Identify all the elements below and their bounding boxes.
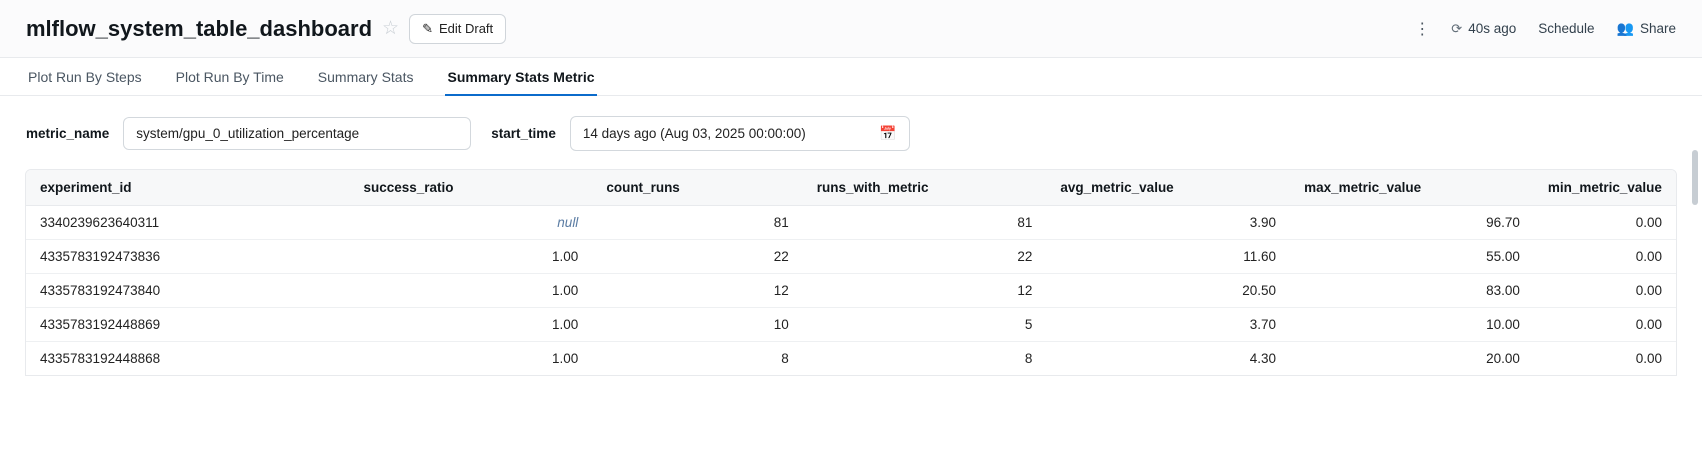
table-cell: 4335783192448869 (26, 308, 349, 342)
share-icon: 👥 (1617, 20, 1634, 37)
tab-plot-run-by-time[interactable]: Plot Run By Time (174, 58, 286, 95)
schedule-label: Schedule (1538, 21, 1594, 36)
table-header-row: experiment_id success_ratio count_runs r… (26, 170, 1676, 206)
table-cell: null (349, 206, 592, 240)
metric-name-filter-group: metric_name system/gpu_0_utilization_per… (26, 117, 471, 150)
header-right-group: ⋮ ⟳ 40s ago Schedule 👥 Share (1414, 19, 1676, 39)
edit-draft-label: Edit Draft (439, 21, 493, 36)
column-header-experiment-id[interactable]: experiment_id (26, 170, 349, 206)
schedule-button[interactable]: Schedule (1538, 21, 1594, 36)
calendar-icon[interactable]: 📅 (879, 125, 896, 142)
table-cell: 4335783192473836 (26, 240, 349, 274)
refresh-status[interactable]: ⟳ 40s ago (1451, 21, 1516, 37)
table-cell: 11.60 (1046, 240, 1290, 274)
start-time-label: start_time (491, 126, 556, 141)
table-cell: 4335783192473840 (26, 274, 349, 308)
table-row[interactable]: 4335783192448869 1.00 10 5 3.70 10.00 0.00 (26, 308, 1676, 342)
share-button[interactable]: 👥 Share (1617, 20, 1676, 37)
header-bar: mlflow_system_table_dashboard ☆ ✎ Edit D… (0, 0, 1702, 58)
more-options-icon[interactable]: ⋮ (1414, 19, 1429, 39)
start-time-input[interactable]: 14 days ago (Aug 03, 2025 00:00:00) 📅 (570, 116, 910, 151)
table-cell: 83.00 (1290, 274, 1534, 308)
table-cell: 55.00 (1290, 240, 1534, 274)
tab-summary-stats[interactable]: Summary Stats (316, 58, 416, 95)
table-cell: 1.00 (349, 342, 592, 376)
edit-draft-button[interactable]: ✎ Edit Draft (409, 14, 506, 44)
table-cell: 22 (592, 240, 802, 274)
column-header-success-ratio[interactable]: success_ratio (349, 170, 592, 206)
table-cell: 0.00 (1534, 342, 1676, 376)
table-cell: 8 (592, 342, 802, 376)
table-cell: 10.00 (1290, 308, 1534, 342)
table-cell: 96.70 (1290, 206, 1534, 240)
table-cell: 3.70 (1046, 308, 1290, 342)
table-body: 3340239623640311 null 81 81 3.90 96.70 0.00 433… (26, 206, 1676, 376)
tab-bar: Plot Run By Steps Plot Run By Time Summa… (0, 58, 1702, 96)
header-left-group: mlflow_system_table_dashboard ☆ ✎ Edit D… (26, 14, 506, 44)
table-cell: 4.30 (1046, 342, 1290, 376)
table-cell: 1.00 (349, 308, 592, 342)
tab-summary-stats-metric[interactable]: Summary Stats Metric (445, 58, 596, 95)
table-cell: 5 (803, 308, 1047, 342)
table-cell: 0.00 (1534, 206, 1676, 240)
table-cell: 12 (803, 274, 1047, 308)
column-header-max-metric-value[interactable]: max_metric_value (1290, 170, 1534, 206)
table-cell: 3340239623640311 (26, 206, 349, 240)
table-cell: 8 (803, 342, 1047, 376)
metric-name-label: metric_name (26, 126, 109, 141)
table-cell: 1.00 (349, 240, 592, 274)
column-header-avg-metric-value[interactable]: avg_metric_value (1046, 170, 1290, 206)
column-header-min-metric-value[interactable]: min_metric_value (1534, 170, 1676, 206)
refresh-icon: ⟳ (1451, 21, 1462, 37)
favorite-star-icon[interactable]: ☆ (382, 19, 399, 38)
last-updated-label: 40s ago (1468, 21, 1516, 36)
table-cell: 12 (592, 274, 802, 308)
table-cell: 22 (803, 240, 1047, 274)
table-cell: 20.00 (1290, 342, 1534, 376)
table-cell: 81 (592, 206, 802, 240)
dashboard-app: mlflow_system_table_dashboard ☆ ✎ Edit D… (0, 0, 1702, 451)
table-cell: 4335783192448868 (26, 342, 349, 376)
table-cell: 3.90 (1046, 206, 1290, 240)
summary-stats-table: experiment_id success_ratio count_runs r… (25, 169, 1677, 376)
start-time-filter-group: start_time 14 days ago (Aug 03, 2025 00:… (491, 116, 910, 151)
share-label: Share (1640, 21, 1676, 36)
table-scrollbar-thumb[interactable] (1692, 150, 1698, 205)
table-cell: 0.00 (1534, 274, 1676, 308)
table-cell: 1.00 (349, 274, 592, 308)
table-cell: 0.00 (1534, 240, 1676, 274)
table-row[interactable]: 3340239623640311 null 81 81 3.90 96.70 0.00 (26, 206, 1676, 240)
table-row[interactable]: 4335783192473836 1.00 22 22 11.60 55.00 0.00 (26, 240, 1676, 274)
metric-name-input[interactable]: system/gpu_0_utilization_percentage (123, 117, 471, 150)
pencil-icon: ✎ (422, 21, 433, 37)
table-cell: 0.00 (1534, 308, 1676, 342)
filters-row: metric_name system/gpu_0_utilization_per… (0, 96, 1702, 169)
column-header-runs-with-metric[interactable]: runs_with_metric (803, 170, 1047, 206)
table-cell: 20.50 (1046, 274, 1290, 308)
table-cell: 10 (592, 308, 802, 342)
table-cell: 81 (803, 206, 1047, 240)
page-title: mlflow_system_table_dashboard (26, 16, 372, 42)
column-header-count-runs[interactable]: count_runs (592, 170, 802, 206)
tab-plot-run-by-steps[interactable]: Plot Run By Steps (26, 58, 144, 95)
table-row[interactable]: 4335783192448868 1.00 8 8 4.30 20.00 0.00 (26, 342, 1676, 376)
table-row[interactable]: 4335783192473840 1.00 12 12 20.50 83.00 0.00 (26, 274, 1676, 308)
